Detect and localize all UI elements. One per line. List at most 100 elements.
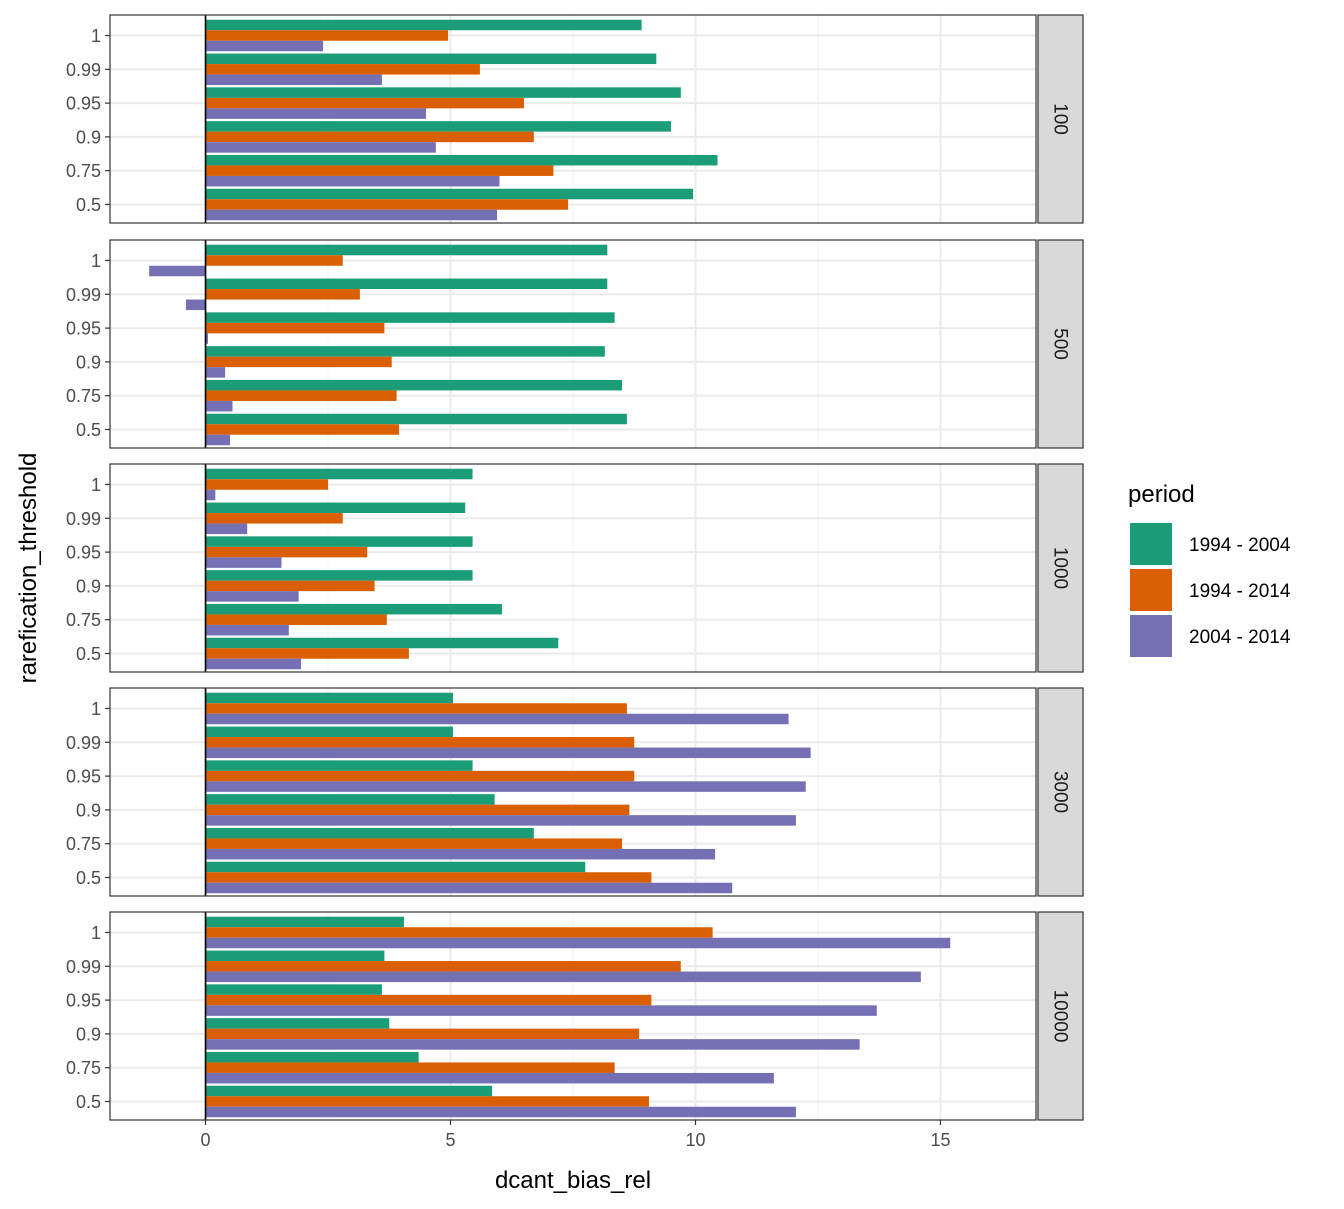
y-tick-label: 0.75 bbox=[66, 610, 101, 630]
y-tick-label: 0.9 bbox=[76, 352, 101, 372]
bar-3000-0.75-2004-2014 bbox=[205, 848, 716, 860]
legend-title: period bbox=[1128, 481, 1195, 508]
bar-10000-0.75-1994-2014 bbox=[205, 1062, 615, 1073]
bar-3000-0.9-1994-2014 bbox=[205, 804, 630, 816]
facet-strip bbox=[1037, 687, 1084, 897]
bar-10000-0.95-1994-2004 bbox=[205, 984, 382, 995]
bar-100-0.99-2004-2014 bbox=[205, 74, 382, 86]
bar-500-0.75-1994-2014 bbox=[205, 390, 397, 401]
y-tick-label: 0.5 bbox=[76, 195, 101, 215]
bar-10000-0.75-1994-2004 bbox=[205, 1051, 419, 1063]
facet-strip-label: 1000 bbox=[1050, 547, 1071, 589]
y-tick-label: 0.5 bbox=[76, 868, 101, 888]
x-tick-label: 15 bbox=[930, 1130, 950, 1150]
bar-3000-0.95-1994-2014 bbox=[205, 770, 635, 782]
bar-1000-0.9-2004-2014 bbox=[205, 591, 299, 602]
bar-1000-0.99-2004-2014 bbox=[205, 523, 248, 535]
bar-100-0.75-1994-2004 bbox=[205, 154, 718, 166]
y-tick-label: 0.99 bbox=[66, 509, 101, 529]
bar-3000-0.95-2004-2014 bbox=[205, 781, 806, 792]
bar-100-0.99-1994-2004 bbox=[205, 53, 657, 65]
facet-strip-label: 10000 bbox=[1050, 990, 1071, 1043]
bar-10000-0.9-1994-2014 bbox=[205, 1028, 640, 1040]
facet-strip-label: 3000 bbox=[1050, 771, 1071, 813]
bar-500-0.5-1994-2004 bbox=[205, 413, 627, 425]
bar-3000-0.5-1994-2014 bbox=[205, 872, 652, 883]
bar-500-0.9-2004-2014 bbox=[205, 367, 226, 378]
bar-500-1-2004-2014 bbox=[149, 265, 206, 277]
facet-strip-label: 100 bbox=[1050, 103, 1071, 135]
bar-500-0.99-1994-2004 bbox=[205, 278, 608, 290]
y-tick-label: 0.95 bbox=[66, 767, 101, 787]
y-tick-label: 0.75 bbox=[66, 834, 101, 854]
bar-10000-0.99-1994-2004 bbox=[205, 950, 385, 962]
y-tick-label: 0.5 bbox=[76, 644, 101, 664]
bar-3000-0.75-1994-2014 bbox=[205, 838, 622, 849]
bar-3000-0.99-1994-2004 bbox=[205, 726, 453, 738]
facet-panel-1000: 1 0.99 0.95 0.9 0.75 0.5 1000 bbox=[66, 463, 1084, 673]
y-tick-label: 0.5 bbox=[76, 1092, 101, 1112]
bar-500-0.75-2004-2014 bbox=[205, 400, 233, 412]
y-tick-label: 0.9 bbox=[76, 1024, 101, 1044]
bar-10000-0.5-2004-2014 bbox=[205, 1106, 796, 1118]
bar-100-0.75-1994-2014 bbox=[205, 165, 554, 176]
legend-label: 1994 - 2004 bbox=[1189, 535, 1291, 556]
bar-3000-0.99-2004-2014 bbox=[205, 747, 811, 759]
bar-1000-0.75-1994-2004 bbox=[205, 603, 502, 615]
y-tick-label: 1 bbox=[91, 475, 101, 495]
panel-border bbox=[109, 911, 1037, 1121]
y-tick-label: 0.95 bbox=[66, 94, 101, 114]
bar-500-0.99-2004-2014 bbox=[185, 299, 206, 311]
bar-1000-1-2004-2014 bbox=[205, 489, 216, 501]
bar-1000-1-1994-2014 bbox=[205, 479, 329, 490]
bar-500-1-1994-2014 bbox=[205, 255, 343, 266]
bar-1000-1-1994-2004 bbox=[205, 468, 473, 480]
bar-100-0.75-2004-2014 bbox=[205, 175, 500, 187]
bar-3000-0.5-1994-2004 bbox=[205, 861, 586, 873]
bar-3000-0.5-2004-2014 bbox=[205, 882, 733, 894]
facet-panel-3000: 1 0.99 0.95 0.9 0.75 0.5 3000 bbox=[66, 687, 1084, 897]
y-tick-label: 0.9 bbox=[76, 576, 101, 596]
y-tick-label: 0.5 bbox=[76, 420, 101, 440]
y-tick-label: 0.75 bbox=[66, 1058, 101, 1078]
y-tick-label: 1 bbox=[91, 699, 101, 719]
bar-3000-1-2004-2014 bbox=[205, 713, 789, 725]
bar-100-0.95-2004-2014 bbox=[205, 108, 427, 119]
bar-500-0.99-1994-2014 bbox=[205, 289, 360, 300]
legend-label: 1994 - 2014 bbox=[1189, 581, 1291, 602]
bar-500-0.75-1994-2004 bbox=[205, 379, 622, 391]
bar-500-0.95-1994-2004 bbox=[205, 312, 615, 323]
y-tick-label: 0.95 bbox=[66, 319, 101, 339]
y-tick-label: 0.9 bbox=[76, 800, 101, 820]
bar-500-0.95-1994-2014 bbox=[205, 322, 385, 334]
y-tick-label: 0.99 bbox=[66, 60, 101, 80]
facet-panel-500: 1 0.99 0.95 0.9 0.75 0.5 500 bbox=[66, 239, 1084, 449]
bar-3000-0.9-2004-2014 bbox=[205, 815, 796, 826]
panel-border bbox=[109, 687, 1037, 897]
facet-panels: 1 0.99 0.95 0.9 0.75 0.5 100 1 0.99 0.95 0.9 0.75 0.… bbox=[66, 14, 1084, 1121]
facet-strip bbox=[1037, 463, 1084, 673]
bar-10000-0.9-2004-2014 bbox=[205, 1039, 860, 1050]
bar-10000-0.5-1994-2014 bbox=[205, 1096, 649, 1107]
x-tick-label: 5 bbox=[446, 1130, 456, 1150]
y-axis-title: rarefication_threshold bbox=[15, 453, 42, 684]
bar-100-1-1994-2004 bbox=[205, 19, 642, 31]
bar-500-0.5-1994-2014 bbox=[205, 424, 400, 435]
bar-1000-0.9-1994-2004 bbox=[205, 570, 473, 581]
bar-500-0.9-1994-2014 bbox=[205, 356, 392, 368]
bar-10000-0.9-1994-2004 bbox=[205, 1018, 390, 1029]
bar-10000-0.75-2004-2014 bbox=[205, 1072, 774, 1084]
panel-border bbox=[109, 14, 1037, 224]
facet-panel-100: 1 0.99 0.95 0.9 0.75 0.5 100 bbox=[66, 14, 1084, 224]
facet-strip-label: 500 bbox=[1050, 328, 1071, 360]
bar-100-1-1994-2014 bbox=[205, 30, 449, 41]
x-axis: 0 5 10 15 bbox=[201, 1120, 950, 1150]
bar-10000-0.99-2004-2014 bbox=[205, 971, 921, 983]
x-axis-title: dcant_bias_rel bbox=[495, 1167, 651, 1194]
legend: period 1994 - 2004 1994 - 2014 2004 - 2014 bbox=[1128, 481, 1291, 657]
bar-500-0.9-1994-2004 bbox=[205, 346, 605, 357]
bar-1000-0.5-1994-2004 bbox=[205, 637, 559, 649]
bar-1000-0.5-2004-2014 bbox=[205, 658, 302, 670]
x-tick-label: 0 bbox=[201, 1130, 211, 1150]
